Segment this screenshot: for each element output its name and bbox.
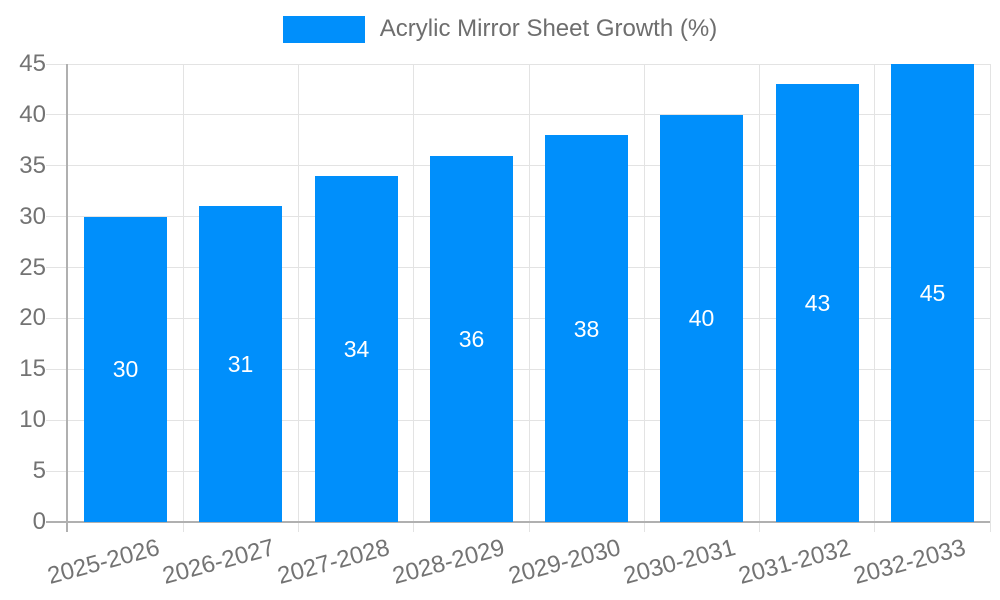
y-axis-tick-label: 15	[19, 355, 46, 383]
x-gridline	[298, 64, 299, 532]
x-gridline	[874, 64, 876, 532]
bar-value-label: 45	[919, 280, 946, 306]
x-gridline	[528, 64, 530, 532]
bar-2029-2030[interactable]	[545, 135, 628, 522]
bar-2028-2029[interactable]	[430, 155, 513, 522]
x-axis-line	[46, 521, 990, 523]
bar-2027-2028[interactable]	[315, 175, 398, 522]
bar-value-label: 38	[573, 316, 600, 342]
y-gridline	[46, 368, 990, 370]
bar-value-label: 40	[688, 305, 715, 331]
x-gridline	[989, 64, 991, 532]
y-axis-tick-label: 5	[32, 457, 46, 485]
x-axis-tick-label: 2025-2026	[44, 534, 163, 590]
x-axis-tick-label: 2030-2031	[620, 534, 739, 590]
bar-value-label: 30	[112, 356, 139, 382]
y-axis-tick-label: 40	[19, 100, 46, 128]
y-gridline	[46, 114, 990, 116]
y-axis-tick-label: 20	[19, 304, 46, 332]
legend-label[interactable]: Acrylic Mirror Sheet Growth (%)	[379, 15, 718, 42]
bar-2025-2026[interactable]	[84, 216, 167, 522]
x-axis-tick-label: 2032-2033	[850, 534, 969, 590]
y-axis-tick-label: 30	[19, 202, 46, 230]
y-gridline	[46, 419, 990, 421]
x-gridline	[413, 64, 415, 532]
bar-value-label: 34	[343, 336, 370, 362]
bar-value-label: 36	[458, 326, 485, 352]
bar-2032-2033[interactable]	[891, 64, 974, 522]
chart-legend: Acrylic Mirror Sheet Growth (%)	[0, 15, 1000, 43]
x-gridline	[643, 64, 645, 532]
y-gridline	[46, 63, 990, 65]
bar-2026-2027[interactable]	[199, 206, 282, 522]
y-axis-tick-label: 10	[19, 406, 46, 434]
y-gridline	[46, 216, 990, 218]
y-axis-tick-label: 35	[19, 151, 46, 179]
bar-value-label: 31	[227, 351, 254, 377]
y-axis-tick-label: 0	[32, 508, 46, 535]
x-axis-tick-label: 2031-2032	[735, 534, 854, 590]
x-axis-tick-label: 2028-2029	[389, 534, 508, 590]
y-axis-tick-label: 25	[19, 253, 46, 281]
y-gridline	[46, 267, 990, 269]
x-gridline	[182, 64, 184, 532]
bar-value-label: 43	[804, 290, 831, 316]
x-axis-tick-label: 2029-2030	[505, 534, 624, 590]
bar-2031-2032[interactable]	[776, 84, 859, 522]
x-axis-tick-label: 2026-2027	[159, 534, 278, 590]
x-gridline	[759, 64, 760, 532]
y-axis-line	[66, 64, 68, 532]
y-gridline	[46, 470, 990, 472]
x-axis-tick-label: 2027-2028	[274, 534, 393, 590]
y-axis-tick-label: 45	[19, 50, 46, 77]
legend-swatch[interactable]	[282, 15, 365, 43]
bar-2030-2031[interactable]	[660, 114, 743, 522]
y-gridline	[46, 317, 990, 319]
y-gridline	[46, 165, 990, 167]
